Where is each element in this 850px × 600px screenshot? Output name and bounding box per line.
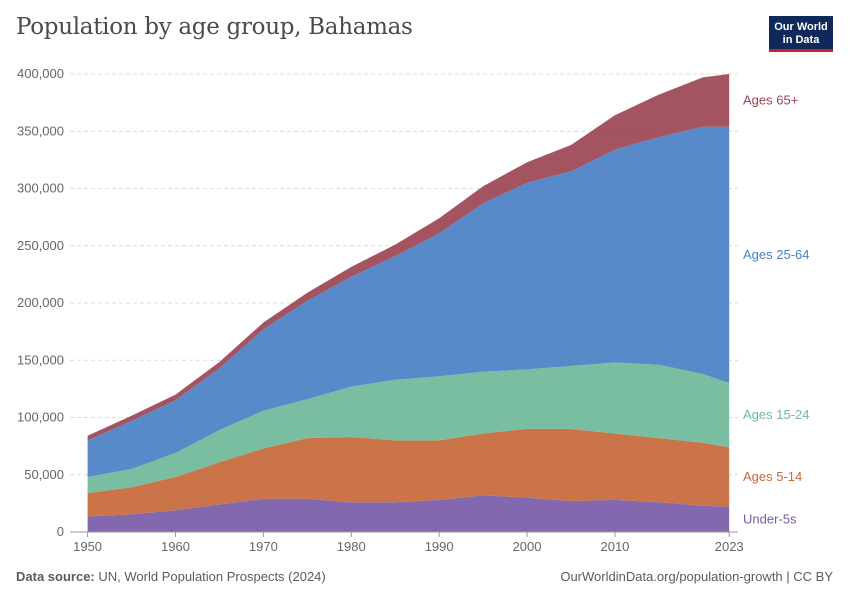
y-tick-label: 50,000	[24, 467, 64, 482]
y-tick-label: 300,000	[17, 181, 64, 196]
x-tick-label: 1990	[425, 539, 454, 554]
data-source-label: Data source:	[16, 569, 95, 584]
series-label-ages-25-64: Ages 25-64	[743, 247, 810, 262]
axes: 0 50,000 100,000 150,000 200,000 250,000 300,0…	[17, 66, 744, 554]
source-url[interactable]: OurWorldinData.org/population-growth | C…	[560, 569, 833, 584]
chart-title: Population by age group, Bahamas	[16, 14, 413, 40]
y-tick-label: 150,000	[17, 352, 64, 367]
area-ages-25-64	[87, 126, 730, 477]
area-under-5s	[87, 495, 730, 532]
area-ages-5-14	[87, 428, 730, 517]
x-tick-label: 2000	[513, 539, 542, 554]
x-tick-label: 1970	[249, 539, 278, 554]
series-label-ages-15-24: Ages 15-24	[743, 407, 810, 422]
logo-line-2: in Data	[782, 34, 820, 46]
data-source: Data source: UN, World Population Prospe…	[16, 569, 326, 584]
area-ages-15-24	[87, 362, 730, 494]
x-tick-label: 1960	[161, 539, 190, 554]
x-tick-label: 2010	[600, 539, 629, 554]
y-tick-label: 250,000	[17, 238, 64, 253]
logo-line-1: Our World	[774, 21, 828, 33]
y-tick-label: 400,000	[17, 66, 64, 81]
series-label-ages-65: Ages 65+	[743, 92, 798, 107]
y-tick-label: 0	[57, 524, 64, 539]
data-source-text: UN, World Population Prospects (2024)	[98, 569, 326, 584]
y-tick-label: 200,000	[17, 295, 64, 310]
series-labels: Under-5s Ages 5-14 Ages 15-24 Ages 25-64 Age…	[743, 92, 810, 526]
y-tick-label: 350,000	[17, 123, 64, 138]
area-ages-65	[87, 74, 730, 441]
x-tick-label: 1950	[73, 539, 102, 554]
series-label-ages-5-14: Ages 5-14	[743, 469, 802, 484]
owid-logo[interactable]: Our World in Data	[769, 16, 833, 52]
x-tick-label: 2023	[715, 539, 744, 554]
x-tick-label: 1980	[337, 539, 366, 554]
y-tick-label: 100,000	[17, 410, 64, 425]
area-series-group	[87, 74, 730, 532]
series-label-under-5s: Under-5s	[743, 511, 797, 526]
